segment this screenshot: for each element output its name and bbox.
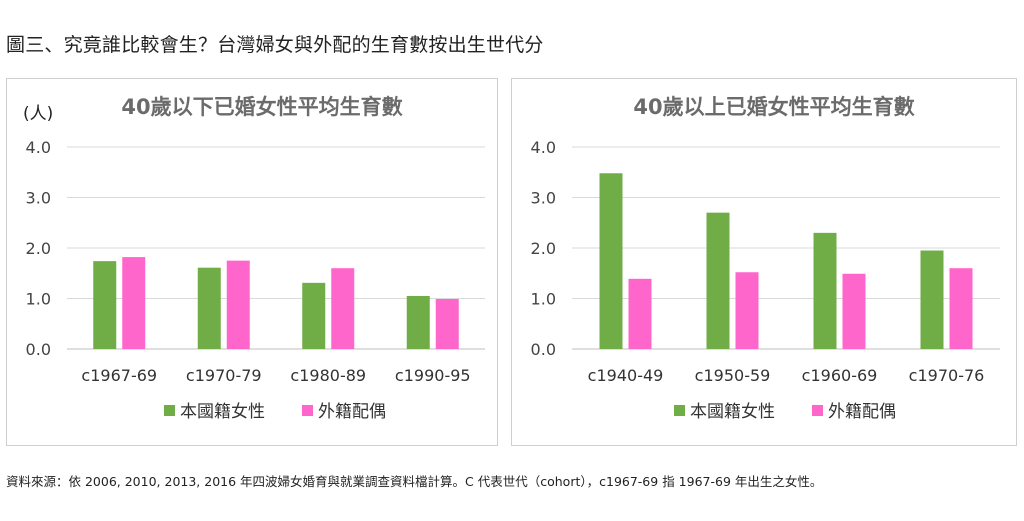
bar-foreign: [842, 273, 866, 349]
x-category-label: c1970-76: [909, 366, 985, 385]
bar-native: [920, 250, 944, 349]
legend-label: 本國籍女性: [690, 402, 775, 422]
bar-foreign: [122, 257, 146, 349]
chart-panel-under-40: 40歲以下已婚女性平均生育數 (人) 0.0 1.0 2.0 3.0 4.0 c1967-69…: [6, 78, 498, 446]
bar-native: [813, 232, 837, 349]
x-category-label: c1980-89: [290, 366, 366, 385]
y-tick-label: 2.0: [26, 239, 51, 258]
legend-swatch: [302, 405, 313, 416]
bar-native: [406, 295, 430, 349]
bar-foreign: [435, 299, 459, 349]
source-note: 資料來源：依 2006, 2010, 2013, 2016 年四波婦女婚育與就業…: [6, 474, 823, 489]
chart-panel-over-40: 40歲以上已婚女性平均生育數 0.0 1.0 2.0 3.0 4.0 c1940-49 c19…: [511, 78, 1017, 446]
chart-title: 40歲以上已婚女性平均生育數: [633, 95, 914, 119]
bar-foreign: [331, 268, 355, 349]
bar-native: [93, 261, 117, 349]
legend-label: 外籍配偶: [828, 402, 896, 422]
bar-foreign: [949, 268, 973, 349]
y-tick-label: 3.0: [26, 189, 51, 208]
y-axis-unit-label: (人): [23, 104, 53, 124]
x-category-label: c1950-59: [695, 366, 771, 385]
bar-foreign: [735, 272, 759, 349]
y-tick-label: 4.0: [26, 138, 51, 157]
bar-foreign: [628, 278, 652, 349]
chart-title: 40歲以下已婚女性平均生育數: [121, 95, 402, 119]
bar-native: [599, 173, 623, 349]
chart-over-40: 40歲以上已婚女性平均生育數 0.0 1.0 2.0 3.0 4.0 c1940-49 c19…: [531, 95, 1000, 422]
y-tick-label: 2.0: [531, 239, 556, 258]
legend-swatch: [812, 405, 823, 416]
page-title: 圖三、究竟誰比較會生？台灣婦女與外配的生育數按出生世代分: [6, 34, 544, 56]
chart-under-40: 40歲以下已婚女性平均生育數 (人) 0.0 1.0 2.0 3.0 4.0 c1967-69…: [23, 95, 485, 422]
x-category-label: c1960-69: [802, 366, 878, 385]
y-tick-label: 1.0: [531, 290, 556, 309]
legend-label: 外籍配偶: [318, 402, 386, 422]
x-category-label: c1990-95: [395, 366, 471, 385]
y-tick-label: 4.0: [531, 138, 556, 157]
bar-native: [706, 212, 730, 349]
bar-native: [302, 282, 326, 349]
legend-swatch: [674, 405, 685, 416]
y-tick-label: 1.0: [26, 290, 51, 309]
x-category-label: c1967-69: [81, 366, 157, 385]
legend-swatch: [164, 405, 175, 416]
y-tick-label: 0.0: [26, 340, 51, 359]
bar-foreign: [226, 260, 250, 349]
bar-native: [197, 267, 221, 349]
y-tick-label: 3.0: [531, 189, 556, 208]
x-category-label: c1970-79: [186, 366, 262, 385]
x-category-label: c1940-49: [588, 366, 664, 385]
legend-label: 本國籍女性: [180, 402, 265, 422]
y-tick-label: 0.0: [531, 340, 556, 359]
